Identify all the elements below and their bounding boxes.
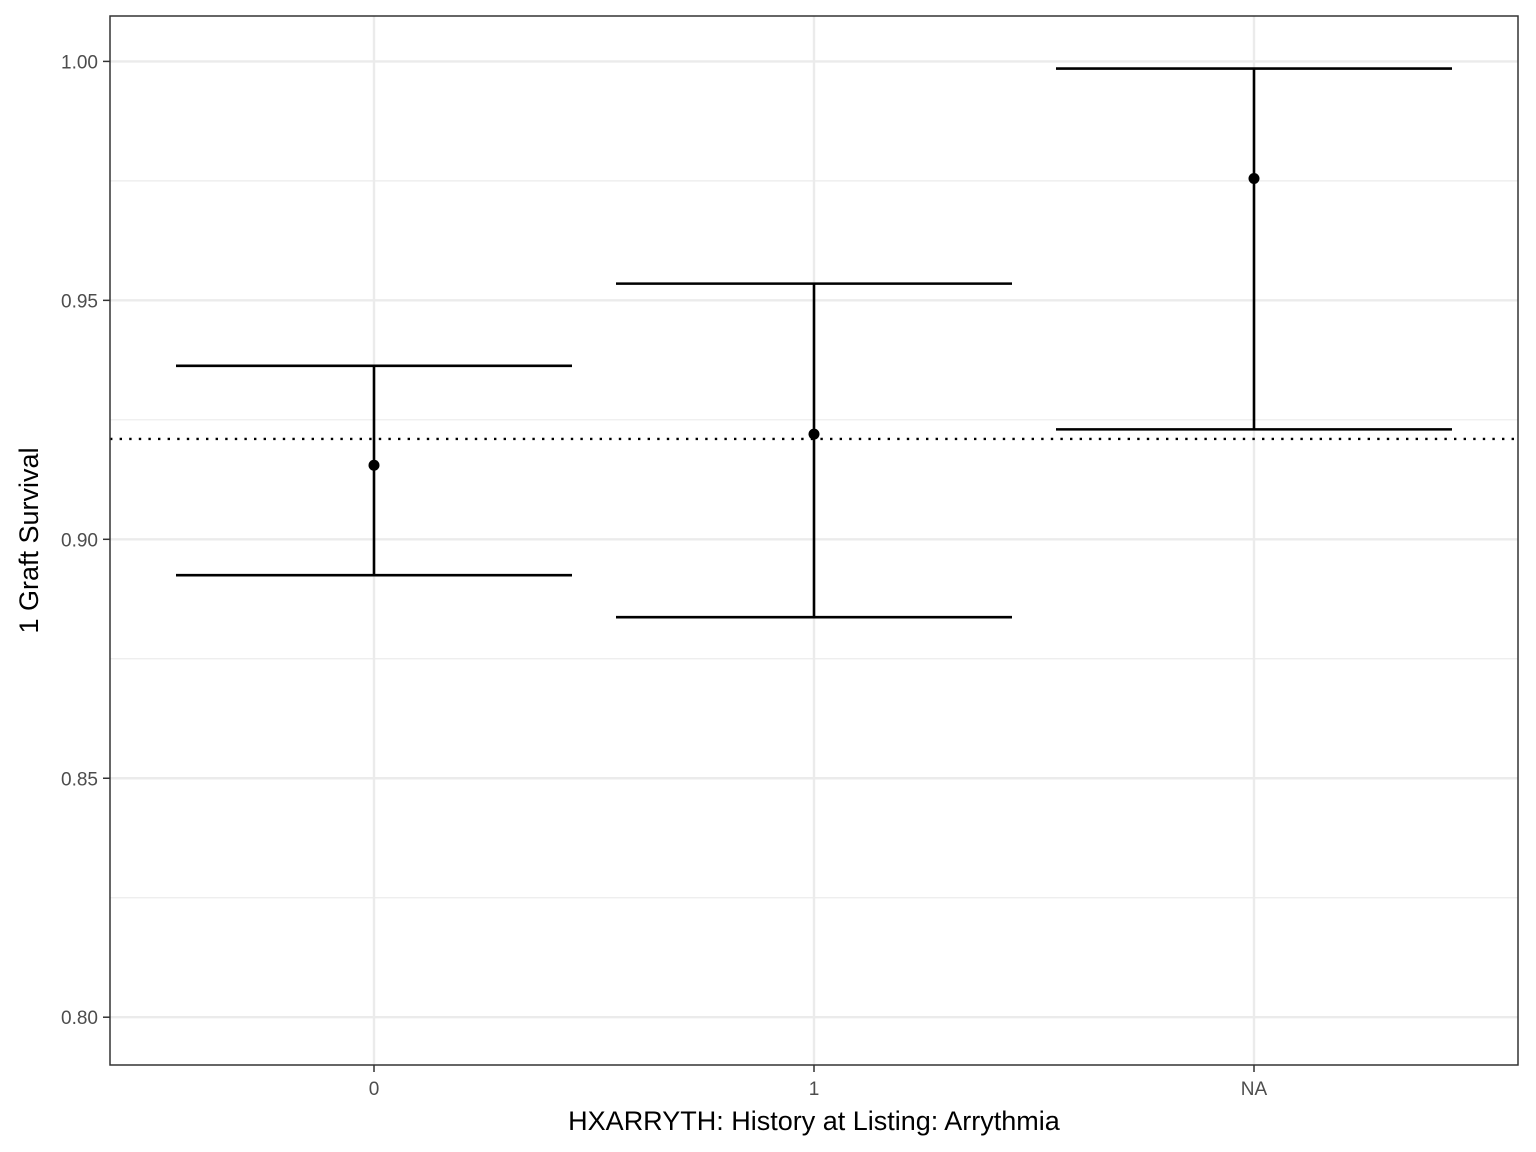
y-tick-label: 0.90 (61, 530, 98, 551)
x-tick-label: NA (1241, 1079, 1268, 1100)
x-tick-label: 0 (369, 1079, 380, 1100)
y-tick-label: 0.80 (61, 1008, 98, 1029)
y-axis-title: 1 Graft Survival (14, 447, 44, 633)
y-tick-label: 0.95 (61, 291, 98, 312)
y-tick-label: 1.00 (61, 52, 98, 73)
x-tick-label: 1 (809, 1079, 820, 1100)
estimate-point (808, 428, 820, 440)
errorbar-marks (176, 67, 1452, 619)
x-axis-title: HXARRYTH: History at Listing: Arrythmia (568, 1106, 1061, 1136)
tick-labels: 0.80 0.85 0.90 0.95 1.00 0 1 NA (61, 52, 1268, 1100)
axis-ticks (103, 60, 1255, 1072)
y-tick-label: 0.85 (61, 769, 98, 790)
estimate-point (368, 459, 380, 471)
estimate-point (1248, 172, 1260, 184)
